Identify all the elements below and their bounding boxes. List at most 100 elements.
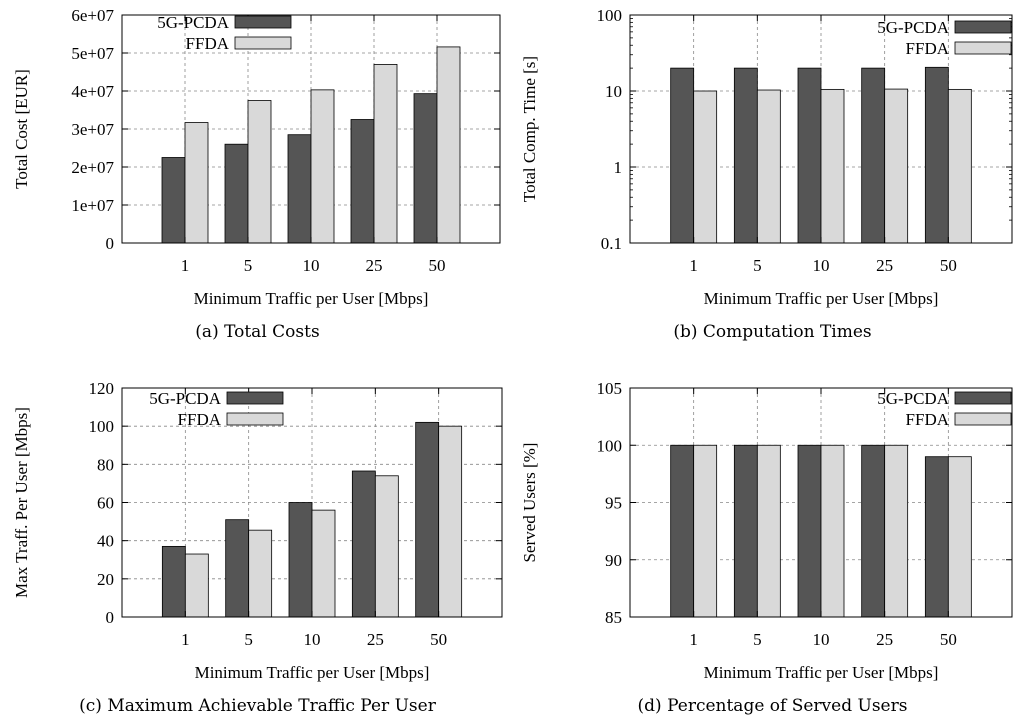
bar-s1-50 (924, 456, 949, 618)
x-tick-label-1: 1 (181, 630, 190, 649)
x-tick-label-50: 50 (940, 256, 957, 275)
bar-s2-10 (311, 509, 336, 618)
y-tick-label: 0 (106, 608, 115, 627)
y-tick-label: 10 (605, 82, 622, 101)
bar-s2-5 (756, 444, 781, 618)
y-tick-label: 1 (614, 158, 623, 177)
legend-swatch-s1 (234, 15, 292, 29)
bar-s2-5 (248, 529, 273, 618)
x-tick-label-1: 1 (689, 256, 698, 275)
legend-label-s2: FFDA (186, 34, 230, 53)
x-tick-label-10: 10 (813, 630, 830, 649)
y-tick-label: 3e+07 (71, 120, 114, 139)
x-tick-label-50: 50 (430, 630, 447, 649)
y-axis-title: Max Traff. Per User [Mbps] (12, 407, 31, 598)
caption-b: (b) Computation Times (673, 322, 872, 342)
bar-s1-5 (733, 67, 758, 244)
bar-s2-25 (884, 444, 909, 618)
bar-s1-5 (733, 444, 758, 618)
x-tick-label-1: 1 (181, 256, 190, 275)
bar-s2-50 (436, 46, 461, 244)
y-tick-label: 2e+07 (71, 158, 114, 177)
legend-label-s2: FFDA (906, 410, 950, 429)
y-tick-label: 60 (97, 494, 114, 513)
bar-s1-5 (225, 519, 250, 618)
bar-s1-1 (670, 444, 695, 618)
bar-s2-50 (947, 456, 972, 618)
x-tick-label-5: 5 (753, 256, 762, 275)
bar-s1-25 (861, 67, 886, 244)
bar-s2-50 (947, 88, 972, 244)
bar-s1-10 (797, 67, 822, 244)
y-tick-label: 40 (97, 532, 114, 551)
x-tick-label-50: 50 (940, 630, 957, 649)
y-tick-label: 80 (97, 455, 114, 474)
bar-s2-1 (184, 553, 209, 618)
legend-label-s1: 5G-PCDA (877, 18, 950, 37)
bar-s1-25 (351, 470, 376, 618)
bar-s1-25 (350, 119, 375, 244)
legend-swatch-s2 (226, 412, 284, 426)
legend-label-s1: 5G-PCDA (149, 389, 222, 408)
bar-s1-10 (288, 502, 313, 618)
x-axis-title: Minimum Traffic per User [Mbps] (194, 289, 429, 308)
bar-s2-5 (756, 89, 781, 244)
bar-s1-5 (224, 143, 249, 244)
y-tick-label: 100 (597, 436, 623, 455)
x-tick-label-10: 10 (813, 256, 830, 275)
legend-label-s1: 5G-PCDA (877, 389, 950, 408)
x-tick-label-25: 25 (367, 630, 384, 649)
bar-s2-10 (820, 88, 845, 244)
y-tick-label: 120 (89, 379, 115, 398)
y-tick-label: 95 (605, 494, 622, 513)
legend-swatch-s2 (234, 36, 292, 50)
bar-s2-25 (374, 475, 399, 618)
x-tick-label-1: 1 (689, 630, 698, 649)
y-axis-title: Total Cost [EUR] (12, 69, 31, 189)
y-tick-label: 85 (605, 608, 622, 627)
y-tick-label: 1e+07 (71, 196, 114, 215)
caption-d: (d) Percentage of Served Users (637, 696, 908, 716)
chart-a: 0 1e+07 2e+07 3e+07 4e+07 5e+07 6e+07 1 5 10 25 50M… (12, 6, 501, 308)
bar-s2-50 (438, 425, 463, 618)
legend-swatch-s1 (226, 391, 284, 405)
y-tick-label: 100 (89, 417, 115, 436)
bar-s2-1 (184, 122, 209, 244)
x-tick-label-25: 25 (876, 256, 893, 275)
x-axis-title: Minimum Traffic per User [Mbps] (704, 663, 939, 682)
y-tick-label: 4e+07 (71, 82, 114, 101)
legend-label-s2: FFDA (178, 410, 222, 429)
legend-swatch-s2 (954, 41, 1012, 55)
y-tick-label: 5e+07 (71, 44, 114, 63)
x-tick-label-10: 10 (303, 256, 320, 275)
bar-s1-50 (415, 421, 440, 618)
y-axis-title: Served Users [%] (520, 443, 539, 563)
x-tick-label-50: 50 (429, 256, 446, 275)
bar-s1-50 (924, 66, 949, 244)
bar-s1-1 (161, 157, 186, 244)
bar-s1-50 (413, 93, 438, 244)
bar-s2-10 (820, 444, 845, 618)
x-tick-label-25: 25 (366, 256, 383, 275)
y-tick-label: 6e+07 (71, 6, 114, 25)
bar-s1-10 (797, 444, 822, 618)
y-tick-label: 105 (597, 379, 623, 398)
caption-a: (a) Total Costs (195, 322, 320, 342)
x-axis-title: Minimum Traffic per User [Mbps] (195, 663, 430, 682)
caption-c: (c) Maximum Achievable Traffic Per User (79, 696, 436, 716)
bar-s2-1 (693, 90, 718, 244)
x-tick-label-5: 5 (753, 630, 762, 649)
bar-s2-25 (373, 64, 398, 244)
legend-swatch-s2 (954, 412, 1012, 426)
bar-s2-1 (693, 444, 718, 618)
legend-label-s2: FFDA (906, 39, 950, 58)
x-axis-title: Minimum Traffic per User [Mbps] (704, 289, 939, 308)
y-tick-label: 20 (97, 570, 114, 589)
y-tick-label: 100 (597, 6, 623, 25)
x-tick-label-5: 5 (244, 630, 253, 649)
y-axis-title: Total Comp. Time [s] (520, 56, 539, 202)
